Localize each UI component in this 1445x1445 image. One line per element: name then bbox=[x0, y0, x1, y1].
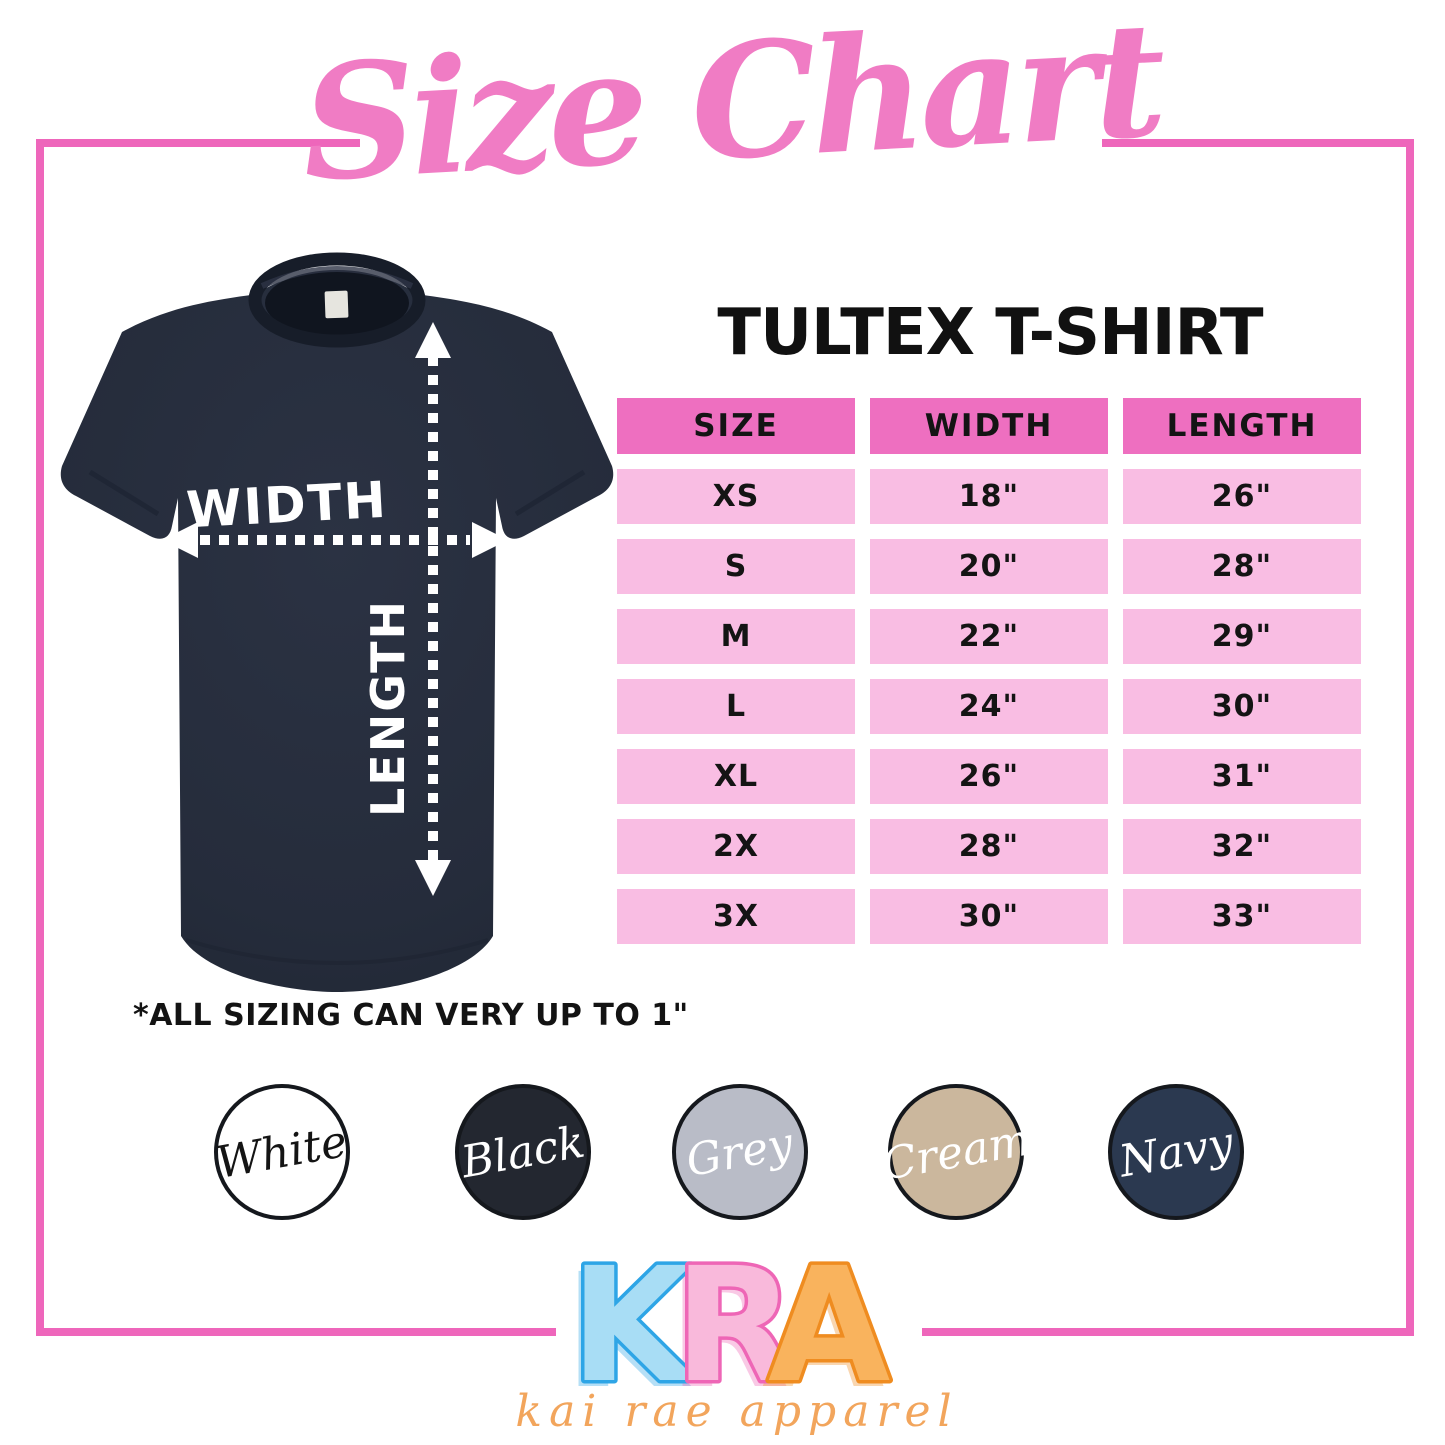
tshirt-image bbox=[60, 252, 614, 992]
table-cell-width: 22" bbox=[870, 609, 1108, 664]
table-cell-size: S bbox=[617, 539, 855, 594]
table-cell-width: 26" bbox=[870, 749, 1108, 804]
swatch-black-label: Black bbox=[457, 1116, 589, 1188]
logo-letter-k-shadow: K bbox=[564, 1240, 692, 1424]
frame-top-right bbox=[1102, 139, 1414, 147]
table-cell-width: 24" bbox=[870, 679, 1108, 734]
col-header-size: SIZE bbox=[617, 398, 855, 454]
kra-logo: K R A K R A bbox=[564, 1232, 894, 1424]
logo-letter-r-shadow: R bbox=[668, 1240, 790, 1424]
col-header-length: LENGTH bbox=[1123, 398, 1361, 454]
frame-bottom-left bbox=[36, 1328, 556, 1336]
col-header-width: WIDTH bbox=[870, 398, 1108, 454]
swatch-white: White bbox=[212, 1084, 352, 1220]
table-cell-width: 28" bbox=[870, 819, 1108, 874]
table-cell-width: 20" bbox=[870, 539, 1108, 594]
table-cell-length: 26" bbox=[1123, 469, 1361, 524]
frame-right bbox=[1406, 139, 1414, 1336]
table-cell-length: 31" bbox=[1123, 749, 1361, 804]
table-cell-width: 30" bbox=[870, 889, 1108, 944]
table-cell-size: M bbox=[617, 609, 855, 664]
collar-band bbox=[248, 252, 426, 348]
swatch-white-label: White bbox=[212, 1115, 352, 1189]
swatch-cream: Cream bbox=[878, 1084, 1034, 1220]
table-cell-size: 2X bbox=[617, 819, 855, 874]
length-arrow bbox=[415, 322, 451, 896]
table-cell-size: 3X bbox=[617, 889, 855, 944]
frame-top-left bbox=[36, 139, 360, 147]
size-table: SIZE WIDTH LENGTH XS 18" 26" S 20" 28" M… bbox=[617, 398, 1361, 944]
swatch-grey-label: Grey bbox=[682, 1117, 798, 1187]
shirt-width-label: WIDTH bbox=[185, 471, 389, 539]
table-cell-size: XS bbox=[617, 469, 855, 524]
logo-letter-a-shadow: A bbox=[762, 1240, 884, 1424]
swatch-grey: Grey bbox=[672, 1084, 808, 1220]
table-cell-width: 18" bbox=[870, 469, 1108, 524]
width-arrow bbox=[162, 522, 508, 558]
table-cell-size: L bbox=[617, 679, 855, 734]
logo-letter-r: R bbox=[674, 1234, 796, 1418]
table-cell-length: 30" bbox=[1123, 679, 1361, 734]
table-cell-length: 32" bbox=[1123, 819, 1361, 874]
table-cell-size: XL bbox=[617, 749, 855, 804]
frame-bottom-right bbox=[922, 1328, 1414, 1336]
table-cell-length: 29" bbox=[1123, 609, 1361, 664]
swatch-black: Black bbox=[455, 1084, 591, 1220]
product-heading: TULTEX T-SHIRT bbox=[717, 296, 1263, 370]
shirt-length-label: LENGTH bbox=[361, 599, 415, 817]
table-cell-length: 28" bbox=[1123, 539, 1361, 594]
swatch-cream-label: Cream bbox=[878, 1113, 1034, 1191]
logo-letter-a: A bbox=[768, 1234, 890, 1418]
table-cell-length: 33" bbox=[1123, 889, 1361, 944]
logo-letter-k: K bbox=[570, 1234, 698, 1418]
neck-tag bbox=[324, 290, 349, 319]
swatch-navy-label: Navy bbox=[1115, 1116, 1237, 1188]
swatch-navy: Navy bbox=[1108, 1084, 1244, 1220]
logo-tagline: kai rae apparel bbox=[515, 1386, 959, 1437]
frame-left bbox=[36, 139, 44, 1336]
sizing-note: *ALL SIZING CAN VERY UP TO 1" bbox=[133, 998, 689, 1033]
